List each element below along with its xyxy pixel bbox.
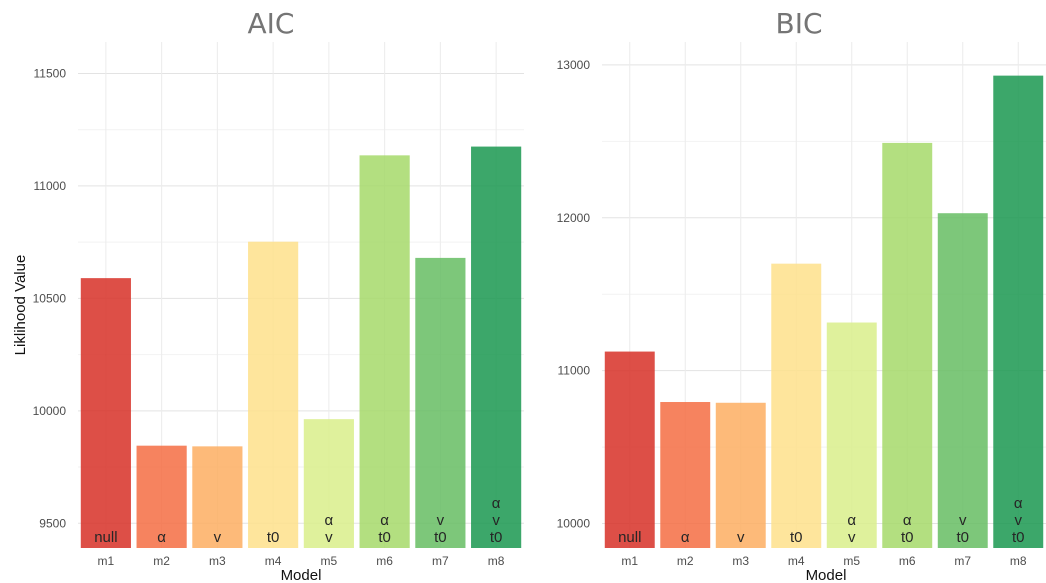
bar-m2 — [136, 445, 187, 548]
bar-label-m5: α — [325, 512, 334, 529]
bar-m6 — [359, 155, 410, 548]
bar-m5 — [303, 419, 354, 548]
y-tick-label: 12000 — [557, 211, 591, 225]
x-tick-label: m7 — [432, 554, 449, 568]
bar-m7 — [937, 213, 988, 548]
bar-m1 — [80, 278, 131, 548]
bar-label-m1: null — [618, 529, 641, 546]
x-tick-label: m1 — [621, 554, 638, 568]
y-axis-title: Liklihood Value — [12, 255, 29, 356]
y-tick-label: 10000 — [33, 404, 67, 418]
x-tick-label: m7 — [954, 554, 971, 568]
x-tick-label: m4 — [265, 554, 282, 568]
y-tick-label: 13000 — [557, 58, 591, 72]
bar-m8 — [993, 75, 1044, 549]
chart-panel-8-0: 9500 10000 10500 11000 11500 null m1 α m2 v m3 t0 m4… — [12, 7, 524, 583]
y-tick-label: 10500 — [33, 291, 67, 305]
bar-label-m8: v — [1015, 512, 1023, 529]
bar-label-m4: t0 — [267, 529, 280, 546]
bar-label-m5: α — [847, 512, 856, 529]
panel-title: BIC — [775, 7, 822, 40]
bar-label-m6: α — [380, 512, 389, 529]
bar-label-m1: null — [94, 529, 117, 546]
bar-label-m6: t0 — [901, 529, 914, 546]
x-tick-label: m1 — [98, 554, 115, 568]
chart-panel-8-1: 10000110001200013000nullm1αm2vm3t0m4αvm5… — [557, 7, 1046, 583]
bar-label-m7: v — [437, 512, 445, 529]
bar-label-m6: α — [903, 512, 912, 529]
y-tick-label: 10000 — [557, 517, 591, 531]
bar-label-m8: t0 — [490, 529, 503, 546]
bar-m1 — [604, 351, 655, 548]
x-axis-title: Model — [281, 567, 322, 583]
bar-m5 — [826, 322, 877, 548]
bar-label-m6: t0 — [378, 529, 391, 546]
bar-label-m7: t0 — [434, 529, 447, 546]
bar-m2 — [660, 402, 711, 548]
x-tick-label: m5 — [321, 554, 338, 568]
bar-label-m3: v — [214, 529, 222, 546]
x-axis-title: Model — [806, 567, 847, 583]
x-tick-label: m3 — [732, 554, 749, 568]
bar-label-m4: t0 — [790, 529, 803, 546]
x-tick-label: m4 — [788, 554, 805, 568]
bar-m4 — [248, 241, 299, 548]
x-tick-label: m6 — [376, 554, 393, 568]
bar-m6 — [882, 142, 933, 548]
bar-label-m7: t0 — [956, 529, 969, 546]
bar-label-m2: α — [157, 529, 166, 546]
panel-title: AIC — [248, 7, 295, 40]
bar-label-m7: v — [959, 512, 967, 529]
bar-label-m2: α — [681, 529, 690, 546]
bar-label-m5: v — [325, 529, 333, 546]
x-tick-label: m6 — [899, 554, 916, 568]
bar-label-m8: t0 — [1012, 529, 1025, 546]
bar-m8 — [471, 146, 522, 548]
y-tick-label: 11000 — [34, 179, 67, 193]
bar-m4 — [771, 263, 822, 548]
bar-label-m3: v — [737, 529, 745, 546]
x-tick-label: m2 — [153, 554, 170, 568]
bar-label-m8: α — [1014, 495, 1023, 512]
x-tick-label: m8 — [1010, 554, 1027, 568]
x-tick-label: m5 — [843, 554, 860, 568]
bar-label-m8: v — [492, 512, 500, 529]
bar-label-m5: v — [848, 529, 856, 546]
bar-m3 — [715, 402, 766, 548]
y-tick-label: 9500 — [39, 516, 66, 530]
x-tick-label: m8 — [488, 554, 505, 568]
bar-m7 — [415, 257, 466, 548]
bar-m3 — [192, 446, 243, 548]
x-tick-label: m2 — [677, 554, 694, 568]
y-tick-label: 11500 — [34, 66, 67, 80]
x-tick-label: m3 — [209, 554, 226, 568]
y-tick-label: 11000 — [558, 364, 591, 378]
bar-label-m8: α — [492, 495, 501, 512]
